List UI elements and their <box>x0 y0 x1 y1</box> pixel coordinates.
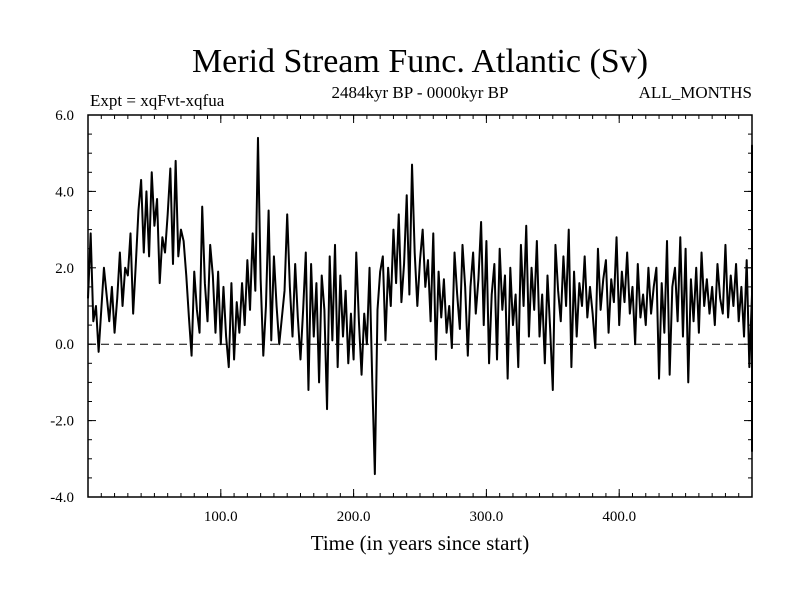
y-tick-label: 2.0 <box>55 261 74 277</box>
y-tick-label: -4.0 <box>50 490 74 506</box>
x-tick-label: 200.0 <box>337 509 371 525</box>
x-axis-label: Time (in years since start) <box>311 531 530 555</box>
y-tick-label: 4.0 <box>55 184 74 200</box>
series-line-0 <box>87 136 753 476</box>
plot-area: -4.0 -2.0 0.0 2.0 4.0 6.0 100.0 200.0 300.0 400.0 <box>50 108 753 525</box>
y-tick-label: 0.0 <box>55 337 74 353</box>
time-range-label: 2484kyr BP - 0000kyr BP <box>332 83 509 102</box>
experiment-label: Expt = xqFvt-xqfua <box>90 91 225 110</box>
y-tick-label: -2.0 <box>50 414 74 430</box>
x-tick-label: 100.0 <box>204 509 238 525</box>
plot-frame <box>87 114 753 498</box>
months-label: ALL_MONTHS <box>639 83 752 102</box>
chart-title: Merid Stream Func. Atlantic (Sv) <box>192 43 648 80</box>
x-tick-label: 400.0 <box>602 509 636 525</box>
x-tick-label: 300.0 <box>470 509 504 525</box>
y-tick-label: 6.0 <box>55 108 74 124</box>
